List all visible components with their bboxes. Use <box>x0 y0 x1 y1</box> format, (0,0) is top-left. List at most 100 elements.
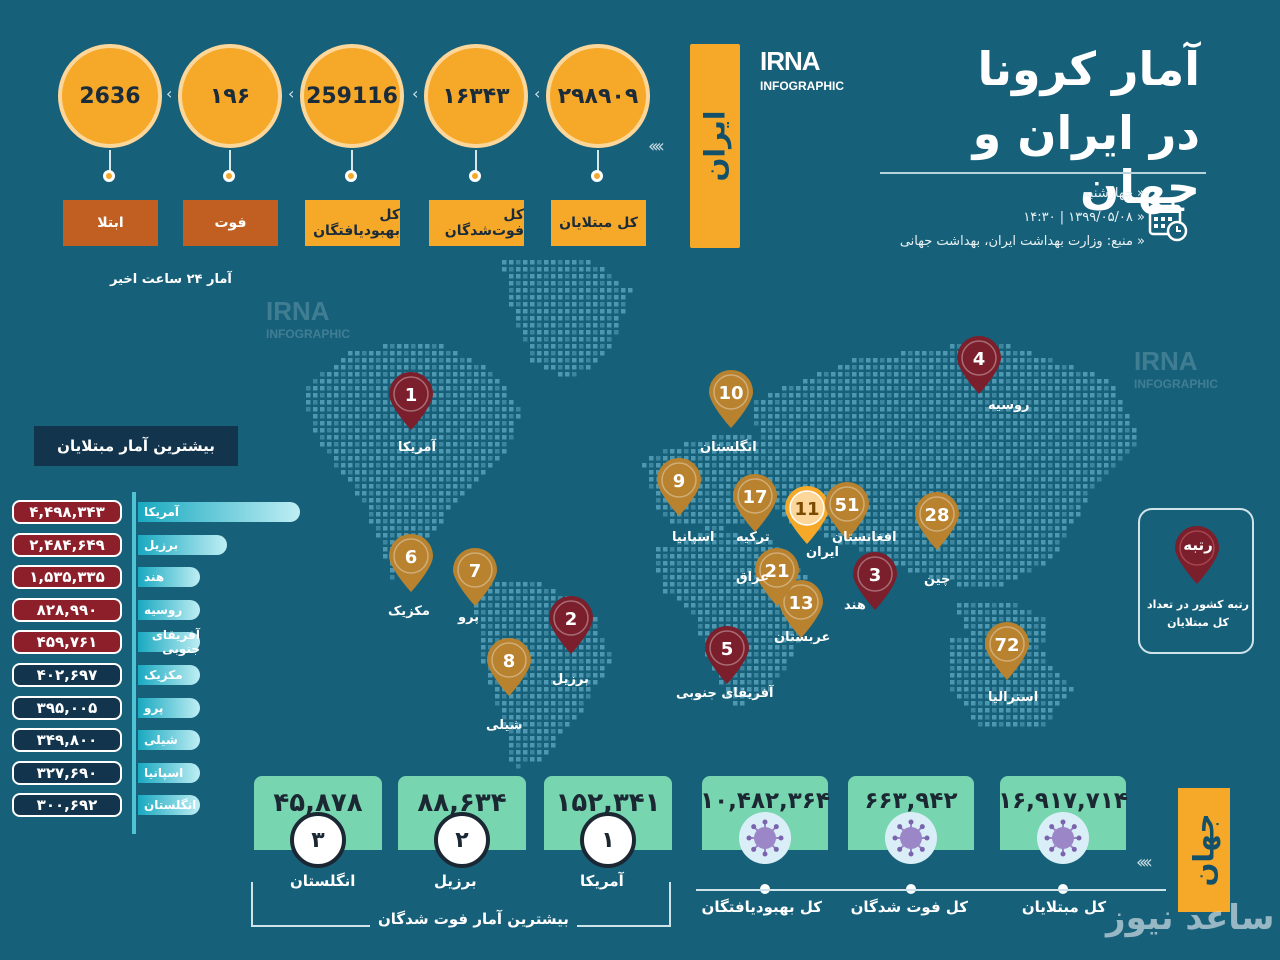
map-dot <box>1104 400 1109 405</box>
map-dot <box>908 484 913 489</box>
map-dot <box>824 407 829 412</box>
map-dot <box>446 386 451 391</box>
map-dot <box>880 393 885 398</box>
map-dot <box>565 687 570 692</box>
map-dot <box>411 428 416 433</box>
map-dot <box>838 449 843 454</box>
map-dot <box>768 631 773 636</box>
map-dot <box>971 540 976 545</box>
map-pin[interactable]: 2 <box>546 594 596 656</box>
map-dot <box>390 358 395 363</box>
infected-bar: اسپانیا <box>138 762 200 783</box>
map-pin[interactable]: 10 <box>706 368 756 430</box>
map-dot <box>1048 358 1053 363</box>
map-dot <box>775 393 780 398</box>
map-pin[interactable]: 4 <box>954 334 1004 396</box>
map-dot <box>1062 414 1067 419</box>
map-dot <box>796 575 801 580</box>
map-dot <box>460 393 465 398</box>
map-dot <box>320 400 325 405</box>
map-pin[interactable]: 11 <box>782 484 832 546</box>
map-dot <box>817 470 822 475</box>
map-dot <box>1020 666 1025 671</box>
map-pin[interactable]: 7 <box>450 546 500 608</box>
map-dot <box>894 561 899 566</box>
map-dot <box>866 365 871 370</box>
map-dot <box>551 267 556 272</box>
map-dot <box>866 400 871 405</box>
map-pin[interactable]: 8 <box>484 636 534 698</box>
map-dot <box>551 729 556 734</box>
map-dot <box>509 722 514 727</box>
map-dot <box>831 393 836 398</box>
map-dot <box>1062 477 1067 482</box>
map-dot <box>719 435 724 440</box>
virus-icon <box>1037 812 1089 864</box>
map-pin[interactable]: 51 <box>822 480 872 542</box>
map-dot <box>824 491 829 496</box>
map-dot <box>866 547 871 552</box>
map-dot <box>950 659 955 664</box>
map-dot <box>971 680 976 685</box>
map-dot <box>929 365 934 370</box>
map-dot <box>677 568 682 573</box>
map-dot <box>516 596 521 601</box>
map-dot <box>362 400 367 405</box>
last-24h-note: آمار ۲۴ ساعت اخیر <box>110 272 232 287</box>
map-dot <box>614 295 619 300</box>
map-pin[interactable]: 5 <box>702 624 752 686</box>
map-dot <box>887 463 892 468</box>
pin-rank: 4 <box>973 349 986 370</box>
map-dot <box>397 484 402 489</box>
map-dot <box>754 617 759 622</box>
map-dot <box>348 435 353 440</box>
map-dot <box>901 351 906 356</box>
map-dot <box>880 547 885 552</box>
map-dot <box>698 617 703 622</box>
map-dot <box>698 449 703 454</box>
map-dot <box>999 526 1004 531</box>
map-dot <box>880 407 885 412</box>
map-dot <box>439 498 444 503</box>
map-dot <box>971 554 976 559</box>
map-dot <box>908 435 913 440</box>
map-pin[interactable]: 28 <box>912 490 962 552</box>
map-dot <box>873 456 878 461</box>
map-dot <box>579 281 584 286</box>
map-dot <box>894 407 899 412</box>
map-dot <box>1013 603 1018 608</box>
map-pin[interactable]: 72 <box>982 620 1032 682</box>
map-dot <box>1041 624 1046 629</box>
map-dot <box>488 603 493 608</box>
map-dot <box>516 757 521 762</box>
map-pin[interactable]: 3 <box>850 550 900 612</box>
map-dot <box>999 484 1004 489</box>
map-dot <box>705 575 710 580</box>
map-dot <box>1006 456 1011 461</box>
pin-rank: 7 <box>469 561 482 582</box>
map-dot <box>537 610 542 615</box>
map-dot <box>1013 680 1018 685</box>
map-dot <box>740 442 745 447</box>
map-pin[interactable]: 1 <box>386 370 436 432</box>
map-dot <box>1104 393 1109 398</box>
map-dot <box>705 442 710 447</box>
map-dot <box>768 400 773 405</box>
map-dot <box>1034 533 1039 538</box>
map-pin[interactable]: 6 <box>386 532 436 594</box>
map-pin[interactable]: 21 <box>752 546 802 608</box>
map-dot <box>908 407 913 412</box>
map-pin[interactable]: 9 <box>654 456 704 518</box>
map-dot <box>768 645 773 650</box>
map-pin[interactable]: 13 <box>776 578 826 640</box>
map-dot <box>789 456 794 461</box>
top-deaths-title: بیشترین آمار فوت شدگان <box>370 910 577 928</box>
map-dot <box>880 463 885 468</box>
map-dot <box>754 575 759 580</box>
map-dot <box>348 477 353 482</box>
map-dot <box>320 428 325 433</box>
map-dot <box>1083 484 1088 489</box>
map-dot <box>600 344 605 349</box>
map-pin[interactable]: 17 <box>730 472 780 534</box>
map-dot <box>852 421 857 426</box>
